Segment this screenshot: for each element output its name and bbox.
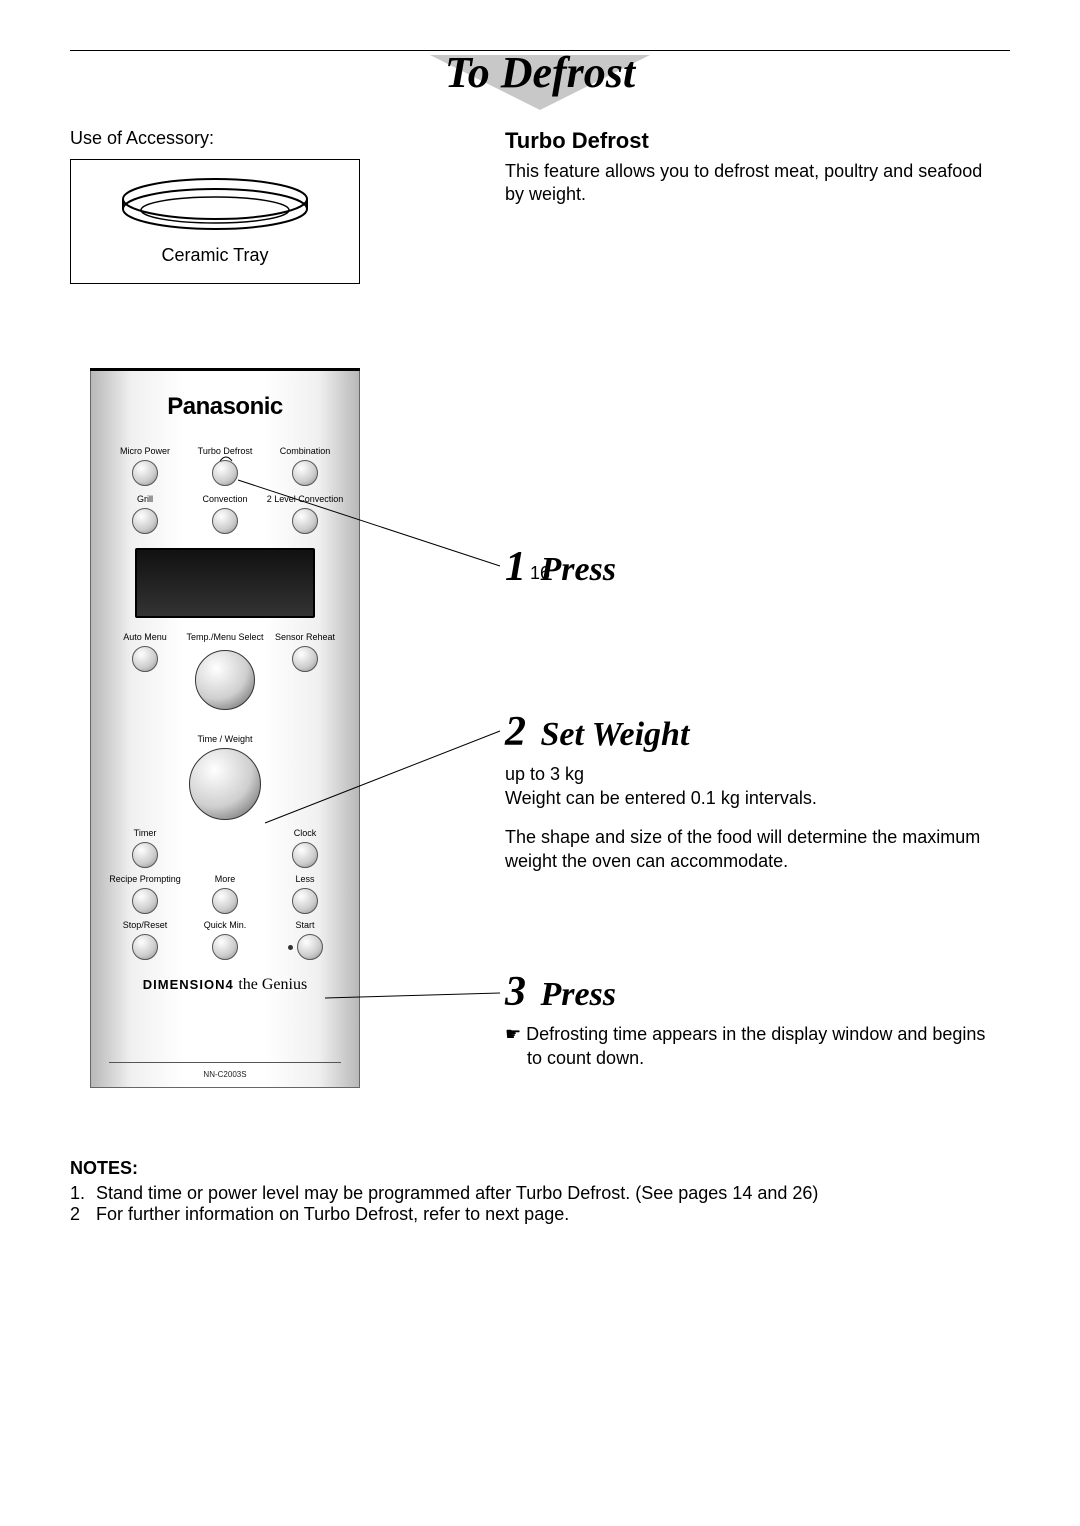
note-item: 1.Stand time or power level may be progr…: [70, 1183, 970, 1204]
sensor-reheat-button[interactable]: [292, 646, 318, 672]
step-text: up to 3 kg: [505, 762, 1005, 786]
start-indicator-icon: [288, 945, 293, 950]
stop-reset-button[interactable]: [132, 934, 158, 960]
turbo-defrost-button[interactable]: [212, 460, 238, 486]
micro-power-button[interactable]: [132, 460, 158, 486]
step-word: Press: [540, 976, 616, 1013]
btn-label: Sensor Reheat: [275, 632, 335, 643]
brand-label: Panasonic: [91, 393, 359, 421]
time-weight-dial[interactable]: [189, 748, 261, 820]
notes-section: NOTES: 1.Stand time or power level may b…: [70, 1158, 970, 1225]
temp-menu-select-dial[interactable]: [195, 650, 255, 710]
clock-button[interactable]: [292, 842, 318, 868]
step-number: 2: [505, 708, 526, 756]
step-bullet: ☛ Defrosting time appears in the display…: [505, 1022, 1005, 1071]
convection-button[interactable]: [212, 508, 238, 534]
quick-min-button[interactable]: [212, 934, 238, 960]
step-3: 3 Press ☛ Defrosting time appears in the…: [505, 968, 1005, 1071]
timer-button[interactable]: [132, 842, 158, 868]
btn-label: More: [215, 874, 236, 885]
page-number: 16: [70, 563, 1010, 584]
step-text: The shape and size of the food will dete…: [505, 825, 1005, 874]
btn-label: Combination: [280, 446, 331, 457]
btn-label: Start: [295, 920, 314, 931]
btn-label: Convection: [202, 494, 247, 505]
accessory-box: Ceramic Tray: [70, 159, 360, 284]
step-word: Set Weight: [540, 716, 689, 753]
btn-label: Temp./Menu Select: [186, 632, 263, 643]
btn-label: Recipe Prompting: [109, 874, 181, 885]
btn-label: Timer: [134, 828, 157, 839]
step-text: Weight can be entered 0.1 kg intervals.: [505, 786, 1005, 810]
btn-label: Clock: [294, 828, 317, 839]
accessory-item-label: Ceramic Tray: [161, 245, 268, 266]
combination-button[interactable]: [292, 460, 318, 486]
time-weight-label: Time / Weight: [91, 734, 359, 744]
note-item: 2For further information on Turbo Defros…: [70, 1204, 970, 1225]
recipe-prompting-button[interactable]: [132, 888, 158, 914]
auto-menu-button[interactable]: [132, 646, 158, 672]
grill-button[interactable]: [132, 508, 158, 534]
model-label: NN-C2003S: [91, 1070, 359, 1079]
control-panel: Panasonic Micro Power Turbo Defrost Comb…: [90, 368, 390, 1088]
start-button[interactable]: [297, 934, 323, 960]
btn-label: Grill: [137, 494, 153, 505]
turbo-desc: This feature allows you to defrost meat,…: [505, 160, 995, 207]
step-number: 3: [505, 968, 526, 1016]
btn-label: Less: [295, 874, 314, 885]
page-title: To Defrost: [445, 48, 635, 97]
less-button[interactable]: [292, 888, 318, 914]
btn-label: Micro Power: [120, 446, 170, 457]
notes-heading: NOTES:: [70, 1158, 970, 1179]
more-button[interactable]: [212, 888, 238, 914]
page-title-wrap: To Defrost: [70, 47, 1010, 98]
turbo-defrost-section: Turbo Defrost This feature allows you to…: [505, 128, 995, 207]
turbo-heading: Turbo Defrost: [505, 128, 995, 154]
btn-label: Quick Min.: [204, 920, 247, 931]
dimension4-label: DIMENSION4 the Genius: [91, 976, 359, 994]
step-2: 2 Set Weight up to 3 kg Weight can be en…: [505, 708, 1005, 873]
btn-label: 2 Level Convection: [267, 494, 344, 505]
turbo-defrost-indicator-icon: [218, 453, 234, 463]
ceramic-tray-icon: [115, 177, 315, 237]
btn-label: Stop/Reset: [123, 920, 168, 931]
two-level-convection-button[interactable]: [292, 508, 318, 534]
btn-label: Auto Menu: [123, 632, 167, 643]
